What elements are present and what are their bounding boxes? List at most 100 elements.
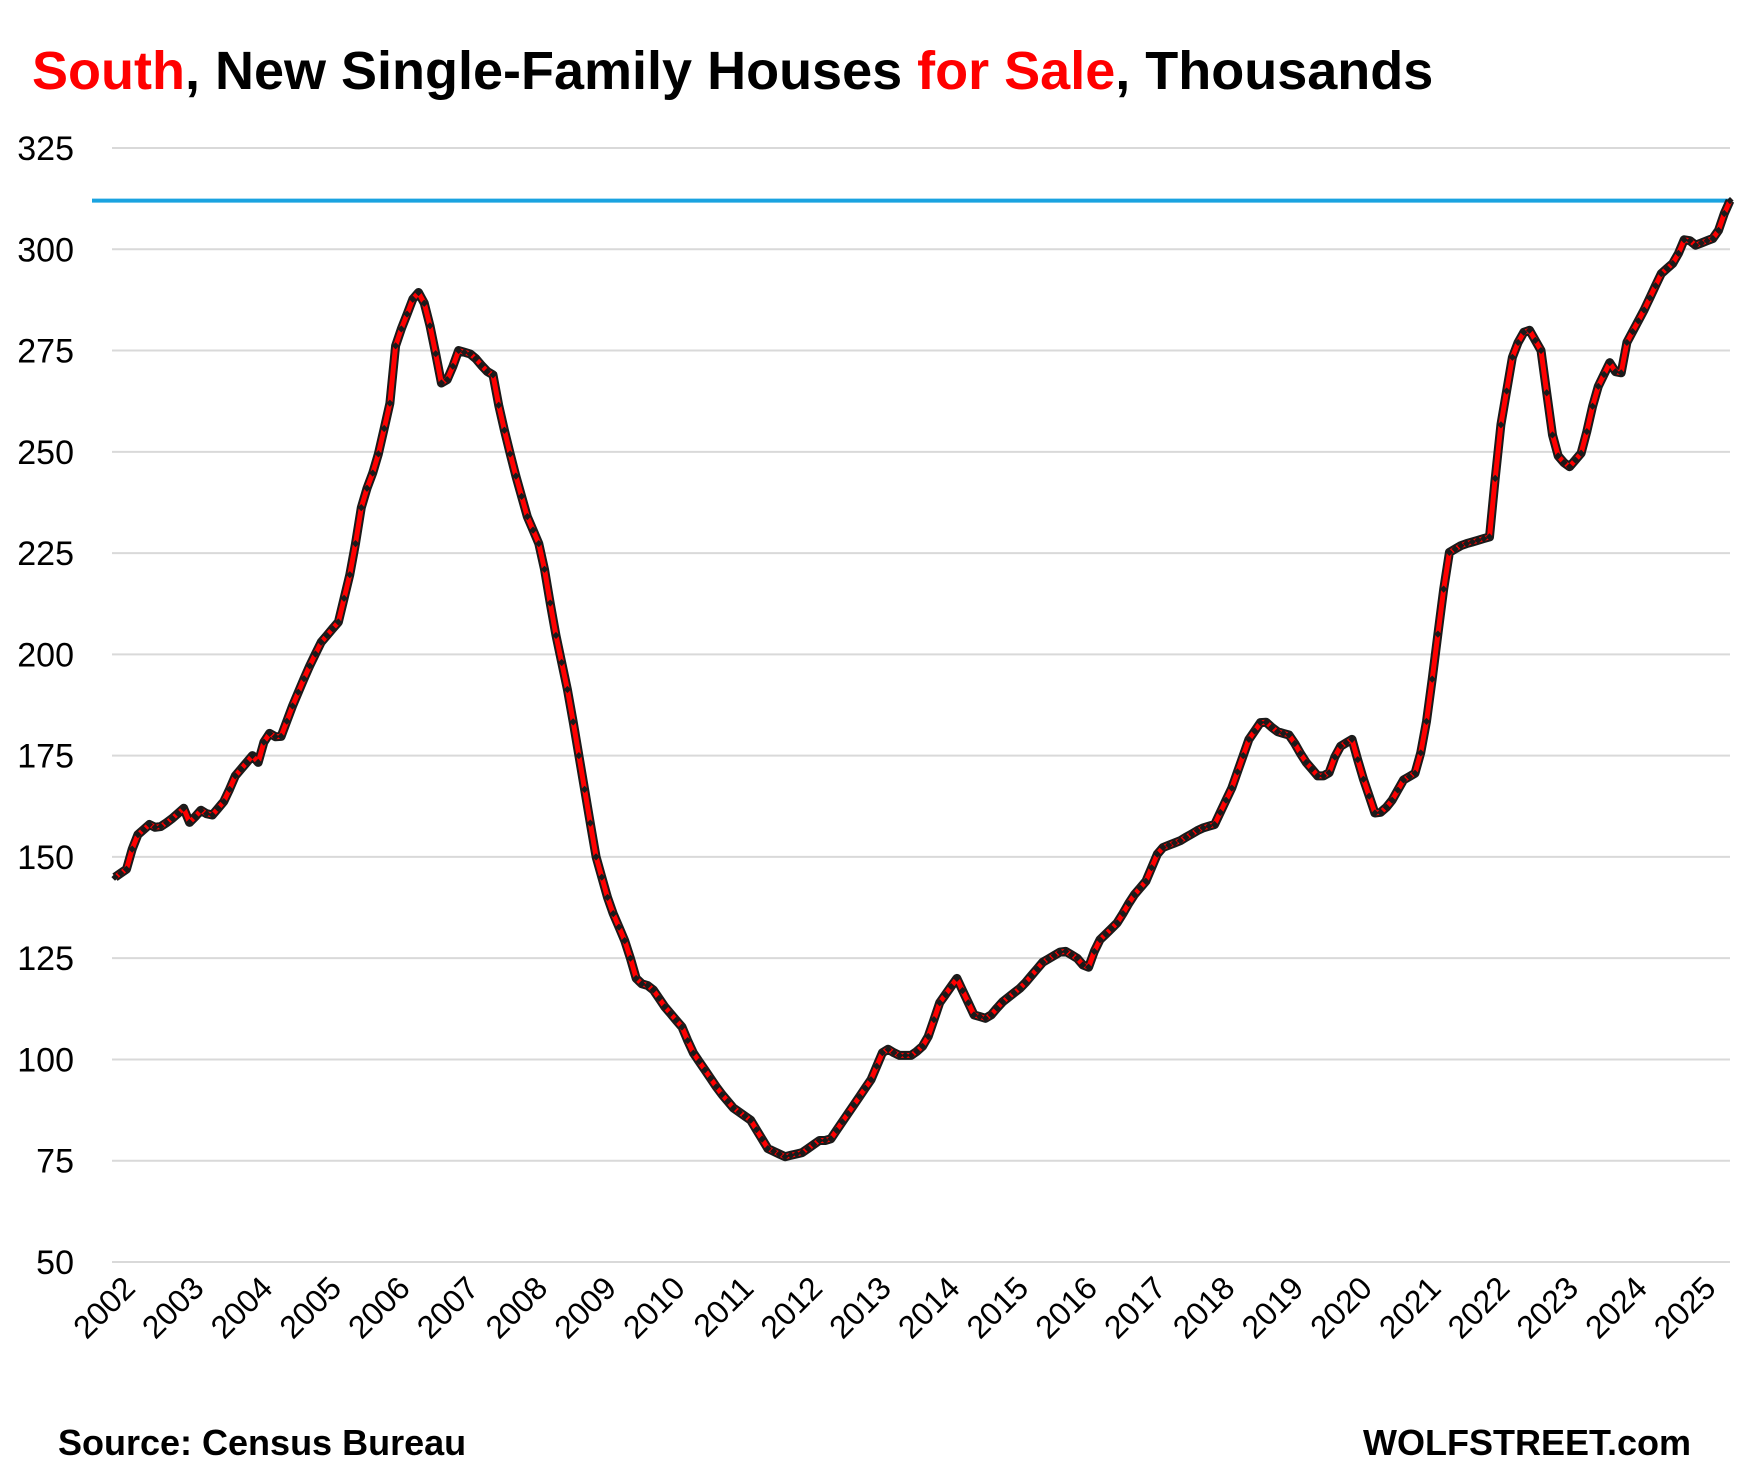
data-point (1027, 972, 1035, 980)
data-point (598, 873, 606, 881)
data-point (174, 809, 182, 817)
data-point (1233, 768, 1242, 776)
data-point (1623, 338, 1631, 347)
data-point (638, 980, 646, 988)
data-point (1525, 326, 1534, 334)
data-point (437, 379, 446, 387)
data-point (1153, 850, 1161, 858)
data-point (758, 1135, 766, 1143)
data-point (1056, 948, 1064, 956)
data-point (1325, 769, 1333, 777)
data-point (1468, 538, 1476, 546)
data-point (1102, 930, 1110, 938)
data-point (180, 804, 188, 812)
data-point (489, 371, 497, 379)
data-point (225, 785, 234, 793)
data-point (1388, 796, 1396, 804)
data-point (936, 999, 944, 1007)
data-point (1594, 382, 1602, 390)
data-point (1560, 459, 1568, 467)
data-point (993, 1004, 1001, 1012)
data-point (1405, 772, 1413, 781)
data-point (260, 738, 268, 746)
x-tick-label: 2008 (478, 1269, 554, 1345)
data-point (615, 923, 623, 931)
data-point (1033, 965, 1041, 973)
x-tick-label: 2015 (960, 1269, 1036, 1345)
x-tick-label: 2025 (1647, 1269, 1723, 1345)
data-point (976, 1012, 984, 1021)
data-point (695, 1057, 703, 1066)
data-point (1669, 259, 1677, 268)
data-point (351, 540, 360, 548)
data-point (145, 820, 153, 829)
data-point (1044, 955, 1053, 963)
data-point (1646, 294, 1654, 302)
data-point (1210, 820, 1219, 829)
data-point (460, 348, 468, 356)
data-point (1692, 241, 1700, 249)
data-point (661, 1003, 669, 1011)
data-point (1062, 947, 1070, 956)
data-point (930, 1016, 938, 1024)
data-point (1428, 675, 1436, 683)
title-subject: , New Single-Family Houses (184, 41, 918, 101)
y-tick-label: 300 (17, 231, 74, 269)
data-point (792, 1150, 801, 1158)
data-point (1709, 234, 1717, 243)
data-point (1371, 809, 1379, 817)
series-line (112, 198, 1733, 1160)
data-point (1703, 237, 1711, 245)
data-point (1411, 769, 1419, 777)
y-tick-label: 250 (17, 434, 74, 472)
data-point (701, 1066, 709, 1074)
data-point (1480, 534, 1488, 543)
y-tick-label: 225 (17, 535, 74, 573)
data-point (346, 571, 354, 579)
data-point (970, 1011, 978, 1019)
data-point (1342, 739, 1350, 747)
x-tick-label: 2009 (547, 1269, 623, 1345)
data-point (1251, 727, 1259, 735)
data-point (432, 350, 440, 358)
data-point (575, 752, 583, 760)
data-point (873, 1062, 881, 1070)
data-point (752, 1126, 761, 1134)
data-point (329, 625, 337, 633)
data-point (1130, 891, 1138, 899)
data-point (1256, 718, 1264, 727)
data-point (1039, 958, 1047, 966)
data-point (861, 1084, 869, 1092)
data-point (203, 810, 211, 818)
data-point (540, 565, 549, 573)
data-point (380, 424, 388, 433)
data-point (1199, 824, 1207, 832)
data-point (632, 974, 640, 983)
data-point (1451, 545, 1459, 553)
data-point (1377, 808, 1385, 816)
data-point (283, 717, 291, 725)
x-tick-label: 2023 (1509, 1269, 1585, 1345)
data-point (117, 869, 125, 877)
x-tick-label: 2006 (341, 1269, 417, 1345)
y-tick-label: 75 (36, 1143, 74, 1181)
data-point (672, 1016, 680, 1024)
data-point (1165, 841, 1173, 849)
data-point (111, 873, 119, 881)
data-point (581, 785, 589, 793)
x-tick-label: 2013 (822, 1269, 898, 1345)
gridlines (112, 147, 1730, 1263)
data-point (678, 1023, 686, 1031)
data-point (867, 1076, 875, 1084)
x-tick-label: 2005 (272, 1269, 348, 1345)
data-point (781, 1153, 789, 1161)
data-point (426, 322, 434, 330)
data-point (684, 1036, 692, 1045)
data-point (523, 513, 531, 521)
data-point (294, 688, 302, 696)
title-status: for Sale (917, 41, 1116, 101)
chart-title: South, New Single-Family Houses for Sale… (32, 40, 1433, 102)
data-point (1331, 753, 1339, 761)
data-point (311, 650, 320, 658)
